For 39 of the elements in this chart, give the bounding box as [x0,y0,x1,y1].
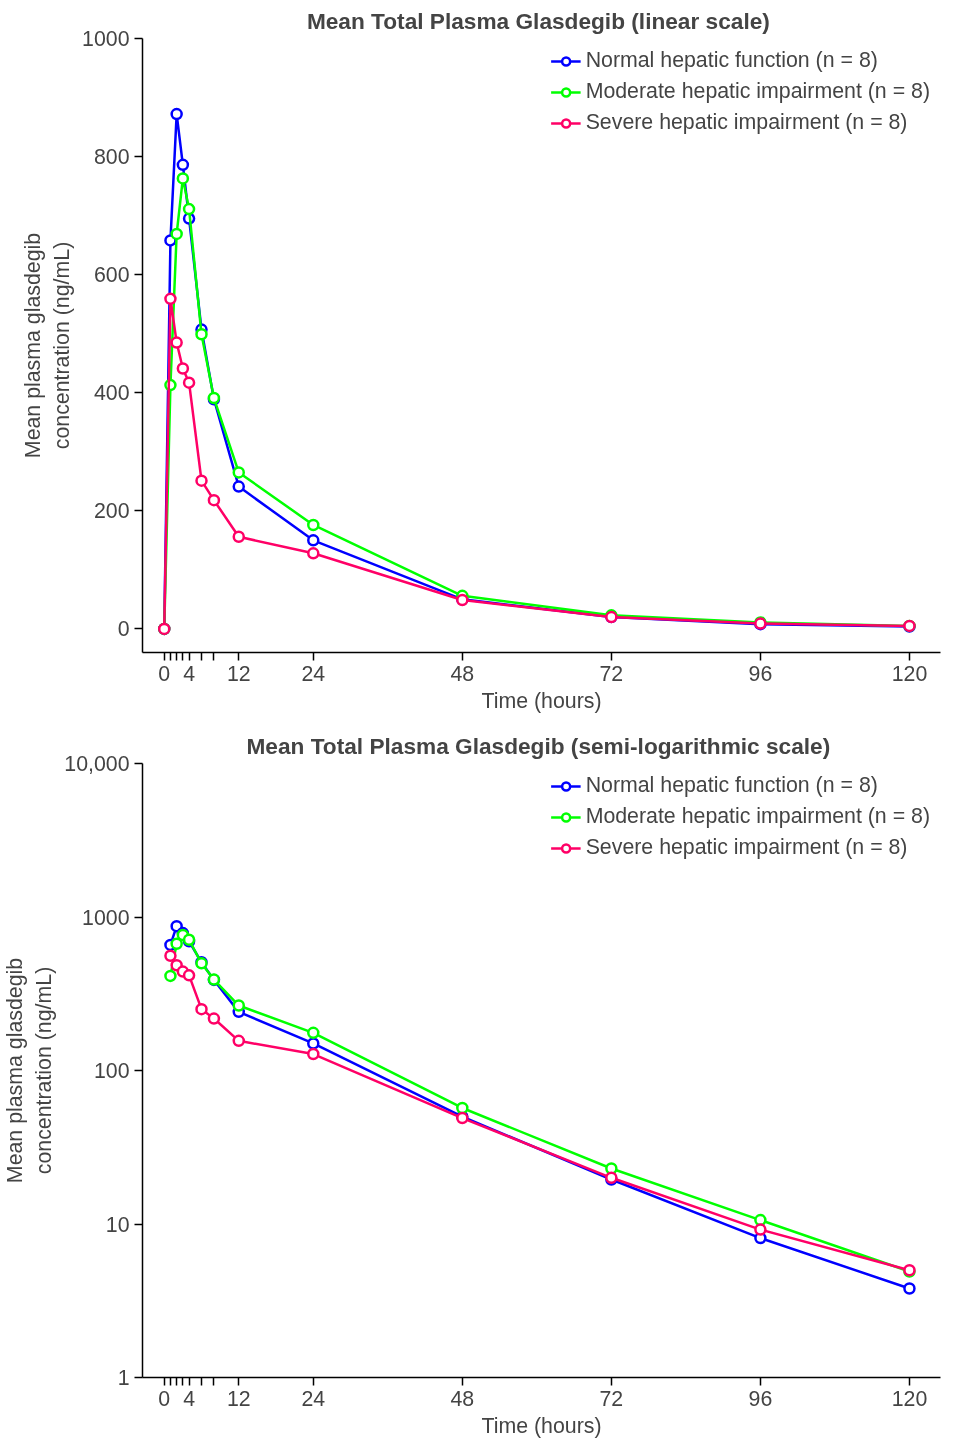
y-tick-label: 600 [93,263,130,288]
x-tick-label: 120 [891,661,928,686]
x-tick-label: 0 [158,661,171,686]
y-tick-label: 1000 [82,27,130,51]
x-tick-label: 96 [748,661,773,686]
x-tick-label: 48 [450,1386,475,1411]
y-tick-label: 200 [93,499,130,524]
y-tick-label: 1000 [82,905,130,930]
y-tick-label: 10 [105,1212,130,1237]
y-tick-label: 100 [93,1059,130,1083]
legend-label: Moderate hepatic impairment (n = 8) [585,79,930,104]
x-tick-label: 0 [158,1386,171,1411]
y-tick-label: 10,000 [64,752,130,776]
x-tick-label: 48 [450,661,475,686]
legend-label: Severe hepatic impairment (n = 8) [585,110,908,135]
x-axis-title: Time (hours) [481,688,602,713]
chart-title: Mean Total Plasma Glasdegib (linear scale) [306,7,770,34]
legend-label: Normal hepatic function (n = 8) [585,48,878,73]
y-tick-label: 0 [117,617,130,642]
x-tick-label: 24 [301,1386,326,1411]
x-tick-label: 12 [226,661,251,686]
y-tick-label: 400 [93,381,130,406]
y-tick-label: 1 [117,1366,130,1390]
x-tick-label: 24 [301,661,326,686]
x-tick-label: 120 [891,1386,928,1411]
x-tick-label: 4 [183,1386,196,1411]
y-axis-title: Mean plasma glasdegib concentration (ng/mL) [3,957,57,1184]
legend-label: Moderate hepatic impairment (n = 8) [585,804,930,829]
chart-title: Mean Total Plasma Glasdegib (semi-logarithmic scale) [246,732,831,759]
y-axis-title: Mean plasma glasdegib concentration (ng/mL) [21,232,75,459]
legend-label: Normal hepatic function (n = 8) [585,773,878,798]
y-tick-label: 800 [93,145,130,170]
x-tick-label: 96 [748,1386,773,1411]
x-tick-label: 72 [599,661,624,686]
x-tick-label: 12 [226,1386,251,1411]
x-tick-label: 72 [599,1386,624,1411]
x-axis-title: Time (hours) [481,1413,602,1438]
x-tick-label: 4 [183,661,196,686]
legend-label: Severe hepatic impairment (n = 8) [585,835,908,860]
